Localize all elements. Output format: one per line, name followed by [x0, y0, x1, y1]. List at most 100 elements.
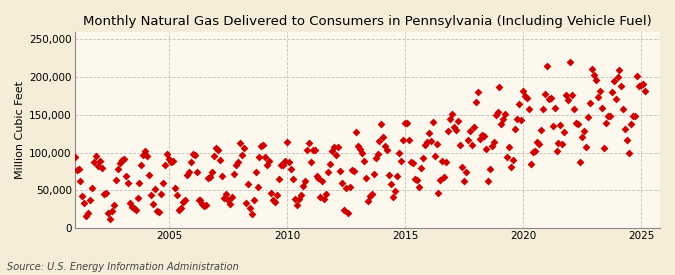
Point: [402, 121, 412, 126]
Point: [561, 93, 572, 97]
Point: [421, 140, 432, 145]
Point: [348, 169, 359, 174]
Point: [477, 133, 487, 138]
Point: [305, 160, 316, 164]
Point: [113, 166, 124, 171]
Point: [624, 151, 634, 155]
Point: [488, 140, 499, 145]
Point: [311, 173, 322, 178]
Point: [229, 172, 240, 177]
Point: [475, 137, 485, 141]
Point: [636, 83, 647, 87]
Point: [92, 163, 103, 168]
Point: [178, 200, 188, 204]
Point: [451, 128, 462, 132]
Point: [502, 155, 513, 159]
Point: [591, 78, 601, 82]
Point: [307, 148, 318, 152]
Point: [390, 188, 401, 193]
Point: [516, 118, 526, 122]
Point: [508, 158, 518, 163]
Point: [537, 107, 548, 111]
Point: [427, 120, 438, 124]
Point: [294, 197, 304, 201]
Point: [97, 166, 107, 170]
Point: [429, 153, 440, 158]
Point: [466, 143, 477, 148]
Point: [120, 174, 131, 178]
Point: [431, 141, 442, 146]
Point: [203, 175, 214, 180]
Point: [148, 202, 159, 206]
Point: [398, 138, 408, 142]
Point: [460, 169, 471, 174]
Point: [343, 210, 354, 215]
Point: [158, 180, 169, 185]
Point: [417, 156, 428, 160]
Point: [459, 178, 470, 183]
Point: [79, 200, 90, 205]
Point: [184, 170, 194, 174]
Point: [279, 159, 290, 164]
Point: [339, 208, 350, 212]
Point: [522, 95, 533, 100]
Point: [105, 217, 115, 222]
Point: [612, 75, 623, 79]
Point: [317, 178, 328, 183]
Point: [350, 130, 361, 134]
Point: [563, 98, 574, 102]
Point: [199, 204, 210, 208]
Point: [362, 199, 373, 203]
Point: [156, 192, 167, 196]
Point: [528, 150, 539, 154]
Point: [286, 167, 296, 171]
Point: [492, 110, 503, 114]
Point: [514, 102, 524, 106]
Point: [567, 93, 578, 97]
Point: [277, 163, 288, 167]
Point: [217, 174, 227, 178]
Point: [244, 205, 255, 210]
Point: [595, 88, 605, 93]
Point: [256, 144, 267, 148]
Point: [272, 193, 283, 197]
Point: [396, 158, 406, 163]
Point: [504, 145, 515, 150]
Point: [437, 159, 448, 163]
Point: [130, 208, 141, 212]
Point: [435, 178, 446, 183]
Point: [331, 153, 342, 157]
Point: [138, 153, 148, 157]
Point: [152, 209, 163, 213]
Point: [423, 131, 434, 135]
Point: [101, 191, 111, 196]
Point: [146, 192, 157, 197]
Point: [392, 174, 402, 178]
Point: [352, 144, 363, 148]
Point: [597, 106, 608, 110]
Title: Monthly Natural Gas Delivered to Consumers in Pennsylvania (Including Vehicle Fu: Monthly Natural Gas Delivered to Consume…: [83, 15, 651, 28]
Point: [288, 177, 298, 181]
Point: [232, 160, 243, 164]
Point: [638, 82, 649, 86]
Point: [230, 163, 241, 167]
Point: [223, 198, 234, 202]
Point: [195, 198, 206, 202]
Point: [545, 96, 556, 100]
Point: [341, 185, 352, 190]
Point: [370, 156, 381, 160]
Point: [382, 148, 393, 153]
Point: [260, 155, 271, 160]
Point: [211, 146, 221, 151]
Point: [585, 101, 595, 105]
Point: [384, 173, 395, 177]
Point: [443, 129, 454, 134]
Point: [589, 73, 599, 77]
Point: [99, 192, 109, 196]
Point: [221, 192, 232, 196]
Point: [415, 166, 426, 170]
Point: [240, 201, 251, 205]
Point: [541, 64, 552, 68]
Point: [524, 107, 535, 111]
Point: [510, 127, 520, 132]
